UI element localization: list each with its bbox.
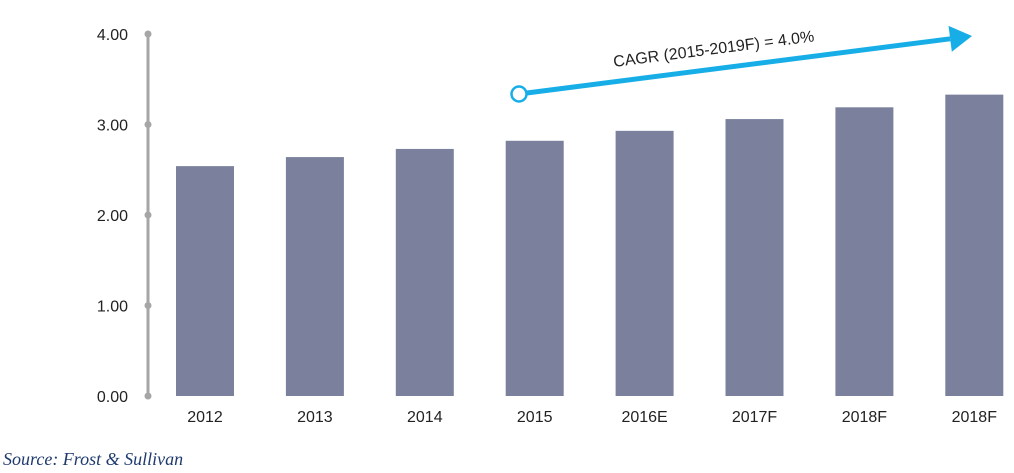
y-tick-label: 0.00: [97, 389, 128, 406]
y-tick-marker: [144, 392, 152, 400]
x-axis-labels: 2012 2013 2014 2015 2016E 2017F 2018F 2018F: [187, 409, 997, 426]
y-tick-label: 2.00: [97, 208, 128, 225]
cagr-arrow-line: [518, 36, 951, 97]
x-tick-label: 2015: [517, 409, 553, 426]
bar: [505, 140, 564, 396]
y-tick-label: 1.00: [97, 299, 128, 316]
x-tick-label: 2014: [407, 409, 443, 426]
y-tick-marker: [144, 211, 152, 219]
source-note: Source: Frost & Sullivan: [3, 449, 184, 469]
bar: [285, 157, 344, 396]
cagr-annotation: CAGR (2015-2019F) = 4.0%: [510, 25, 972, 103]
bars: [176, 94, 1004, 397]
y-tick-marker: [144, 302, 152, 309]
y-tick-label: 4.00: [97, 27, 128, 44]
x-tick-label: 2018F: [952, 409, 998, 426]
bar: [395, 148, 454, 396]
bar: [835, 107, 894, 397]
bar: [176, 166, 234, 396]
x-tick-label: 2016E: [621, 409, 667, 426]
x-tick-label: 2013: [297, 409, 333, 426]
y-tick-marker: [144, 121, 152, 128]
cagr-start-marker: [510, 85, 528, 103]
y-axis: 0.00 1.00 2.00 3.00 4.00: [97, 27, 152, 406]
x-tick-label: 2012: [187, 409, 223, 426]
cagr-label: CAGR (2015-2019F) = 4.0%: [612, 28, 815, 71]
x-tick-label: 2018F: [842, 409, 888, 426]
cagr-arrow-head: [948, 25, 972, 52]
x-tick-label: 2017F: [732, 409, 778, 426]
y-tick-marker: [144, 30, 152, 38]
bar: [945, 94, 1004, 396]
bar: [725, 119, 784, 396]
y-tick-label: 3.00: [97, 118, 128, 135]
bar: [615, 130, 674, 396]
